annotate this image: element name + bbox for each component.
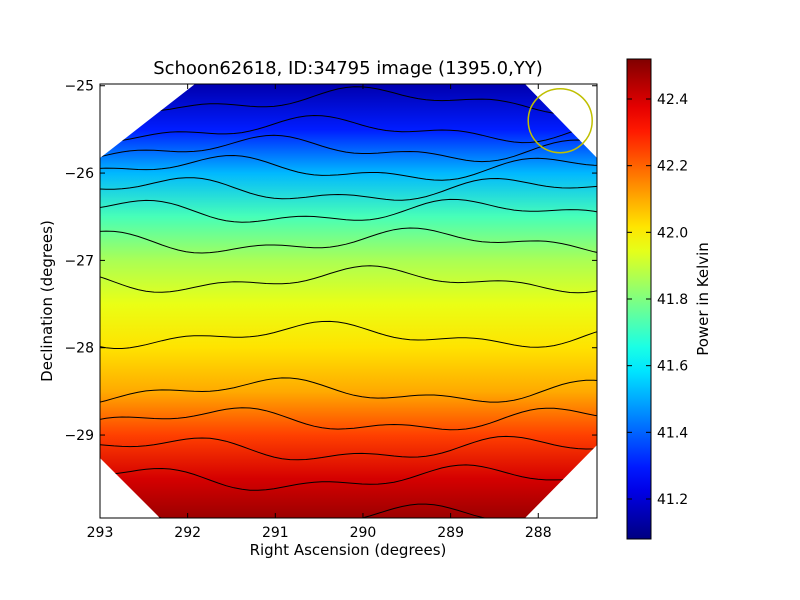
plot-frame (99, 83, 598, 519)
y-tick-label: −26 (64, 166, 94, 182)
colorbar-tick-label: 42.2 (657, 159, 688, 175)
x-tick-label: 293 (87, 525, 114, 541)
contour-line (100, 377, 597, 405)
y-tick-label: −25 (64, 79, 94, 95)
colorbar-tick-label: 41.8 (657, 292, 688, 308)
contour-line (100, 407, 597, 431)
x-axis-ticks: 293 292 291 290 289 288 (87, 84, 552, 541)
colorbar: 41.2 41.4 41.6 41.8 42.0 42.2 42.4 Power in Ke… (626, 58, 712, 540)
colorbar-tick-label: 41.4 (657, 425, 688, 441)
x-tick-label: 292 (174, 525, 201, 541)
contour-lines (100, 86, 597, 518)
colorbar-tick-label: 42.4 (657, 92, 688, 108)
contour-line (100, 86, 597, 115)
x-axis-label: Right Ascension (degrees) (250, 541, 447, 559)
contour-line (100, 177, 597, 201)
y-tick-label: −28 (64, 341, 94, 357)
x-tick-label: 290 (350, 525, 377, 541)
x-tick-label: 291 (262, 525, 289, 541)
contour-line (100, 198, 597, 223)
heatmap-field (100, 84, 597, 518)
plot-area: 293 292 291 290 289 288 −25 −26 −27 −28 −29 (64, 79, 598, 541)
y-axis-ticks: −25 −26 −27 −28 −29 (64, 79, 597, 444)
y-tick-label: −27 (64, 253, 94, 269)
colorbar-tick-label: 41.6 (657, 359, 688, 375)
beam-marker (527, 87, 593, 154)
y-axis-label: Declination (degrees) (38, 220, 56, 382)
contour-line (100, 464, 597, 491)
y-tick-label: −29 (64, 428, 94, 444)
x-tick-label: 289 (437, 525, 464, 541)
colorbar-tick-label: 42.0 (657, 225, 688, 241)
contour-line (100, 265, 597, 294)
contour-line (100, 227, 597, 254)
contour-line (100, 435, 597, 461)
x-tick-label: 288 (525, 525, 552, 541)
contour-line (100, 114, 597, 144)
colorbar-ticks: 41.2 41.4 41.6 41.8 42.0 42.2 42.4 (627, 92, 688, 508)
colorbar-tick-label: 41.2 (657, 492, 688, 508)
chart-title: Schoon62618, ID:34795 image (1395.0,YY) (153, 58, 543, 79)
contour-line (100, 134, 597, 163)
colorbar-label: Power in Kelvin (694, 242, 712, 356)
contour-line (100, 320, 597, 349)
contour-line (100, 154, 597, 181)
